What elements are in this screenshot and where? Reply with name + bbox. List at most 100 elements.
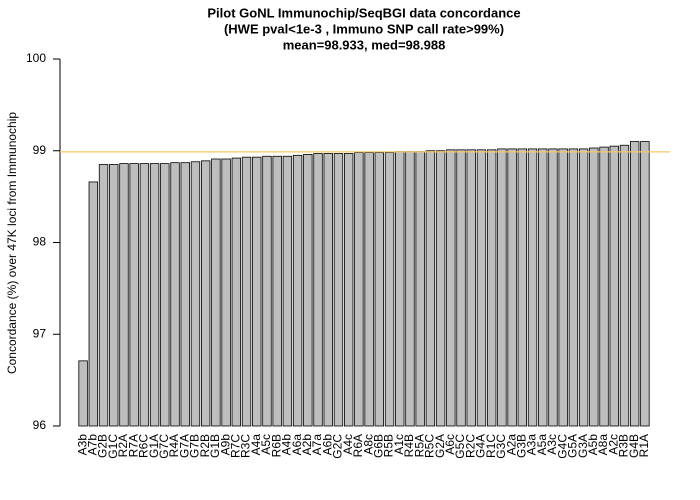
bar (476, 149, 487, 427)
bar (548, 148, 558, 427)
y-axis-label: Concordance (%) over 47K loci from Immun… (5, 112, 19, 374)
x-tick-label: R3B (617, 434, 631, 457)
x-tick-label: A3b (75, 434, 89, 456)
bar (486, 149, 497, 427)
x-tick-label: A1c (392, 434, 406, 455)
bar (88, 181, 99, 427)
x-tick-label: R5A (412, 434, 426, 457)
x-tick-label: R3C (239, 434, 253, 458)
x-tick-label: A5c (259, 434, 273, 455)
bar (119, 163, 129, 427)
y-tick-label: 96 (33, 418, 47, 432)
x-tick-label: R4B (402, 434, 416, 457)
bar (211, 158, 221, 427)
bar (303, 154, 313, 427)
x-tick-label: G7A (177, 434, 191, 458)
bar (456, 149, 466, 427)
bar (517, 148, 528, 427)
bar (343, 153, 354, 427)
x-tick-label: A8c (361, 434, 375, 455)
bar (221, 158, 231, 427)
y-tick-label: 97 (33, 326, 47, 340)
bar (538, 148, 548, 427)
x-tick-label: A6a (290, 434, 304, 456)
bar (466, 149, 476, 427)
bar (415, 151, 425, 427)
x-tick-label: A4a (249, 434, 263, 456)
x-tick-label: A5b (586, 434, 600, 456)
x-tick-label: A2b (300, 434, 314, 456)
bar (609, 145, 619, 427)
x-tick-label: R5C (423, 434, 437, 458)
x-tick-label: R1A (637, 434, 651, 457)
y-tick-label: 100 (26, 51, 46, 65)
x-tick-label: A8a (596, 434, 610, 456)
bar (78, 360, 88, 427)
bar (558, 148, 568, 427)
bar (619, 144, 630, 427)
x-tick-label: A9b (218, 434, 232, 456)
bar (252, 156, 262, 427)
x-tick-label: G6B (371, 434, 385, 458)
x-tick-label: A2c (606, 434, 620, 455)
bar (180, 162, 190, 427)
x-tick-label: G1C (106, 434, 120, 459)
bar (323, 153, 333, 427)
bar (395, 151, 405, 427)
bar (568, 148, 579, 427)
x-tick-label: A7a (310, 434, 324, 456)
x-tick-label: R5B (382, 434, 396, 457)
x-tick-label: G2A (433, 434, 447, 458)
bar (109, 164, 119, 427)
x-tick-label: G5A (566, 434, 580, 458)
bar (200, 160, 211, 427)
bar (354, 152, 364, 427)
x-tick-label: A7b (85, 434, 99, 456)
x-tick-label: A2a (504, 434, 518, 456)
bar (333, 153, 344, 427)
x-tick-label: A6b (320, 434, 334, 456)
bar (497, 148, 507, 427)
bar (629, 141, 640, 427)
x-tick-label: R2A (116, 434, 130, 457)
bar (262, 155, 272, 427)
bar (98, 164, 109, 427)
x-tick-label: G1A (147, 434, 161, 458)
chart-title: Pilot GoNL Immunochip/SeqBGI data concor… (207, 5, 520, 20)
bar (149, 163, 160, 427)
x-tick-label: R6C (137, 434, 151, 458)
x-tick-label: A3c (545, 434, 559, 455)
bar (527, 148, 538, 427)
bar (589, 147, 599, 427)
bar (364, 152, 374, 427)
x-tick-label: G5C (453, 434, 467, 459)
x-tick-label: G3A (576, 434, 590, 458)
x-tick-label: G3B (514, 434, 528, 458)
x-tick-label: A6c (443, 434, 457, 455)
bar (640, 141, 650, 427)
x-tick-label: R4A (167, 434, 181, 457)
bar (160, 163, 170, 427)
bar (231, 157, 242, 427)
x-tick-label: A4b (280, 434, 294, 456)
x-tick-label: G4A (474, 434, 488, 458)
x-tick-label: R6A (351, 434, 365, 457)
x-tick-label: A3a (525, 434, 539, 456)
y-tick-label: 99 (33, 143, 47, 157)
x-tick-label: R7C (228, 434, 242, 458)
x-tick-label: R2C (463, 434, 477, 458)
bar (292, 154, 303, 427)
y-tick-label: 98 (33, 235, 47, 249)
x-tick-label: G1B (208, 434, 222, 458)
x-tick-label: A5a (535, 434, 549, 456)
x-tick-label: G2B (96, 434, 110, 458)
x-tick-label: R7A (126, 434, 140, 457)
bar (282, 155, 293, 427)
bar (129, 163, 139, 427)
x-tick-label: G4C (555, 434, 569, 459)
x-tick-label: R1C (484, 434, 498, 458)
bar (578, 148, 589, 427)
bar (384, 152, 395, 427)
x-tick-label: A4c (341, 434, 355, 455)
